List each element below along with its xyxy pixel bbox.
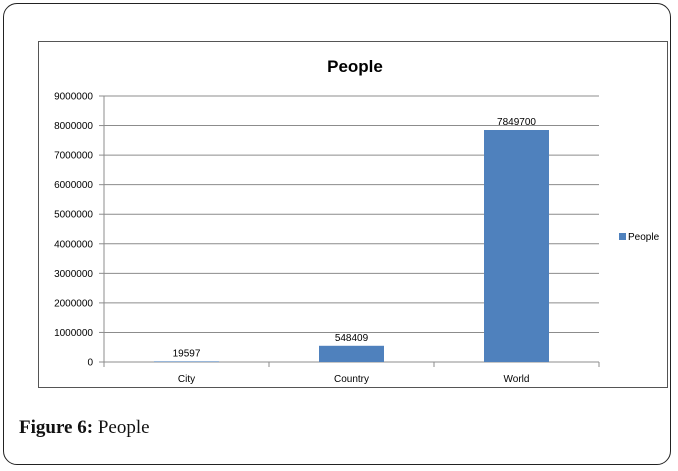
- data-label: 19597: [173, 348, 201, 359]
- caption-label: Figure 6:: [19, 417, 94, 438]
- y-tick-label: 8000000: [54, 121, 93, 132]
- y-tick-label: 3000000: [54, 269, 93, 280]
- y-tick-label: 7000000: [54, 151, 93, 162]
- y-tick-label: 5000000: [54, 210, 93, 221]
- y-tick-label: 0: [87, 358, 93, 369]
- bar-city: [154, 361, 219, 362]
- y-tick-label: 4000000: [54, 239, 93, 250]
- y-tick-label: 9000000: [54, 92, 93, 103]
- figure-frame: People 0 1000000 2000000 3000000 4000000 50000…: [3, 3, 671, 465]
- x-tick-label: Country: [334, 374, 369, 385]
- y-tick-label: 1000000: [54, 328, 93, 339]
- bar-world: [484, 129, 549, 362]
- x-tick-label: World: [504, 374, 530, 385]
- caption-text: People: [97, 417, 150, 438]
- y-tick-label: 2000000: [54, 298, 93, 309]
- y-tick-label: 6000000: [54, 180, 93, 191]
- x-tick-label: City: [178, 374, 195, 385]
- legend-label: People: [628, 232, 660, 243]
- chart-title: People: [327, 57, 383, 76]
- data-label: 7849700: [497, 117, 536, 128]
- bar-chart: People 0 1000000 2000000 3000000 4000000 50000…: [54, 57, 660, 385]
- data-label: 548409: [335, 333, 369, 344]
- legend-swatch: [619, 233, 626, 240]
- bar-country: [319, 345, 384, 362]
- chart-area: People 0 1000000 2000000 3000000 4000000 50000…: [38, 41, 668, 388]
- figure-caption: Figure 6: People: [19, 417, 150, 439]
